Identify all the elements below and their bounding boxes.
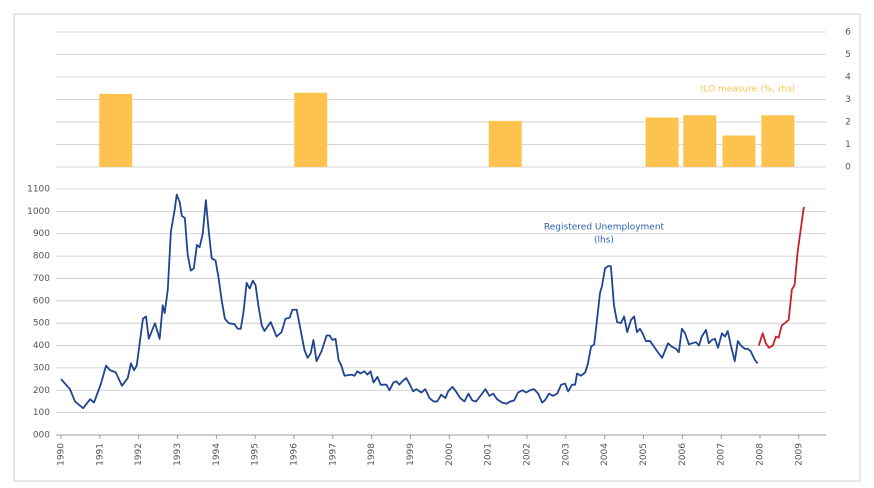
x-tick-label: 1992 <box>134 443 144 466</box>
y-tick-label: 800 <box>33 252 50 262</box>
bar <box>488 120 522 167</box>
x-tick-label: 1996 <box>289 443 299 466</box>
x-tick-label: 2009 <box>794 443 804 466</box>
y2-tick-label: 4 <box>845 73 851 83</box>
y2-tick-label: 3 <box>845 95 851 105</box>
series-label: ILO measure (%, rhs) <box>701 85 796 95</box>
series-label: (lhs) <box>594 236 614 246</box>
y-tick-label: 700 <box>33 274 50 284</box>
x-tick-label: 2004 <box>600 443 610 466</box>
bar <box>99 93 133 167</box>
x-tick-label: 2000 <box>445 443 455 466</box>
series-label: Registered Unemployment <box>544 223 665 233</box>
x-tick-label: 1999 <box>406 443 416 466</box>
bar <box>761 115 795 167</box>
x-tick-label: 1990 <box>57 443 67 466</box>
y-tick-label: 300 <box>33 363 50 373</box>
bar <box>722 135 756 167</box>
x-tick-label: 1995 <box>251 443 261 466</box>
bar <box>294 92 328 167</box>
y2-tick-label: 6 <box>845 28 851 38</box>
x-tick-label: 1998 <box>367 443 377 466</box>
y-tick-label: 1100 <box>27 185 50 195</box>
y-tick-label: 400 <box>33 341 50 351</box>
x-tick-label: 2003 <box>561 443 571 466</box>
frame <box>13 13 861 482</box>
y-tick-label: 100 <box>33 408 50 418</box>
x-tick-label: 1994 <box>212 443 222 466</box>
x-tick-label: 2002 <box>522 443 532 466</box>
y2-tick-label: 0 <box>845 163 851 173</box>
bar <box>683 115 717 167</box>
y-tick-label: 600 <box>33 296 50 306</box>
x-tick-label: 1993 <box>173 443 183 466</box>
x-tick-label: 2006 <box>678 443 688 466</box>
x-tick-label: 2005 <box>639 443 649 466</box>
y2-tick-label: 2 <box>845 118 851 128</box>
y2-tick-label: 5 <box>845 50 851 60</box>
series-line <box>60 193 759 410</box>
x-tick-label: 1997 <box>328 443 338 466</box>
y-tick-label: 000 <box>33 431 50 441</box>
bar <box>645 117 679 167</box>
y-tick-label: 200 <box>33 386 50 396</box>
x-tick-label: 2001 <box>484 443 494 466</box>
x-tick-label: 2008 <box>755 443 765 466</box>
y-tick-label: 1000 <box>27 207 50 217</box>
y2-tick-label: 1 <box>845 140 851 150</box>
y-tick-label: 900 <box>33 229 50 239</box>
series-line <box>757 206 805 349</box>
x-tick-label: 2007 <box>717 443 727 466</box>
x-tick-label: 1991 <box>95 443 105 466</box>
y-tick-label: 500 <box>33 319 50 329</box>
